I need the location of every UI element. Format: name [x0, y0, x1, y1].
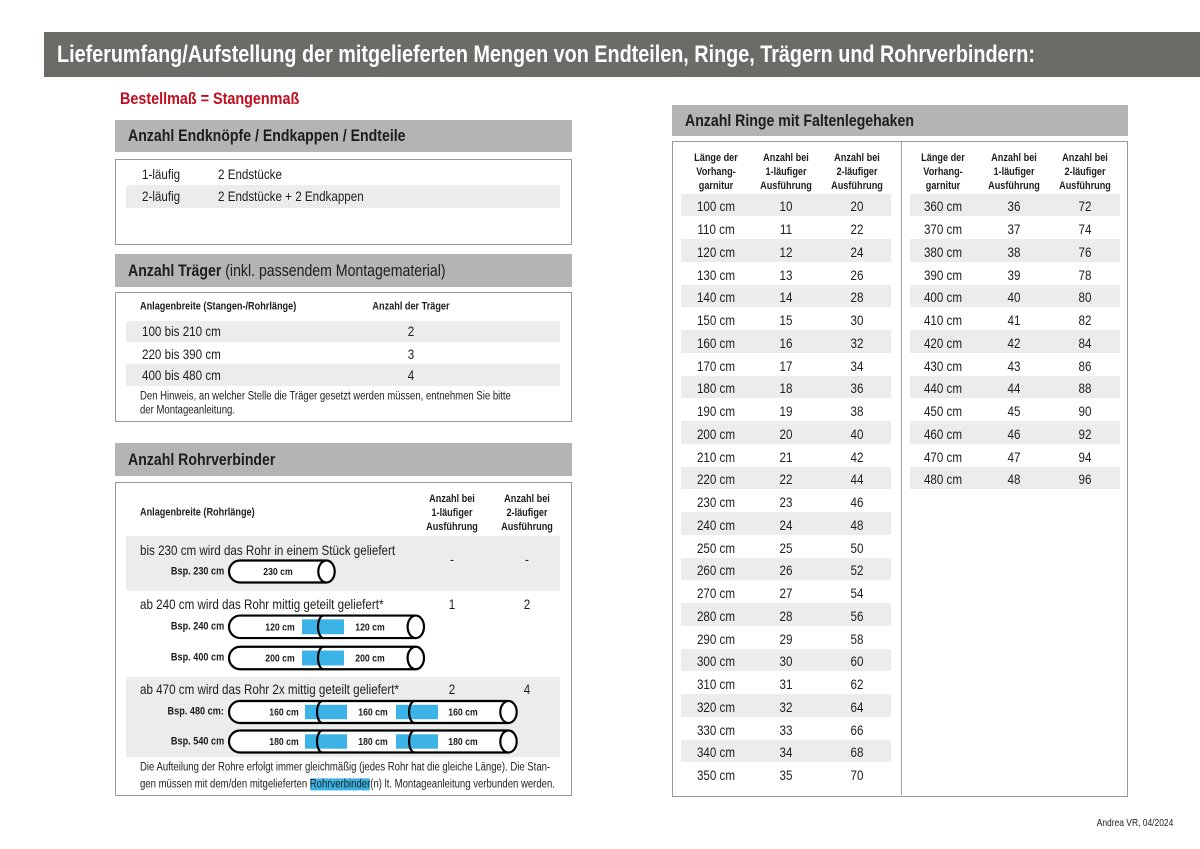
svg-text:180 cm: 180 cm: [358, 736, 387, 748]
svg-text:160 cm: 160 cm: [269, 707, 298, 719]
svg-text:230 cm: 230 cm: [263, 566, 292, 578]
svg-text:120 cm: 120 cm: [355, 622, 384, 634]
svg-text:180 cm: 180 cm: [448, 736, 477, 748]
svg-text:160 cm: 160 cm: [358, 707, 387, 719]
svg-text:200 cm: 200 cm: [355, 653, 384, 665]
svg-text:160 cm: 160 cm: [448, 707, 477, 719]
svg-text:120 cm: 120 cm: [265, 622, 294, 634]
svg-text:180 cm: 180 cm: [269, 736, 298, 748]
svg-text:200 cm: 200 cm: [265, 653, 294, 665]
